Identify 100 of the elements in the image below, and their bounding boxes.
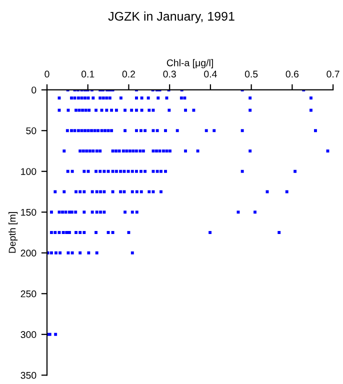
point xyxy=(114,150,118,152)
point xyxy=(164,170,167,173)
point xyxy=(144,170,147,173)
point xyxy=(180,96,183,100)
point xyxy=(106,170,110,173)
point xyxy=(62,150,66,152)
point xyxy=(70,129,73,132)
point xyxy=(95,150,98,152)
y-tick-label: 50 xyxy=(26,127,36,134)
point xyxy=(156,170,159,173)
point xyxy=(88,150,92,152)
point xyxy=(135,170,138,173)
point xyxy=(111,170,114,173)
point xyxy=(278,231,281,234)
point xyxy=(50,231,53,234)
x-tick-label: 0.2 xyxy=(122,70,135,78)
point xyxy=(92,96,95,100)
point xyxy=(135,150,138,152)
point xyxy=(68,231,71,234)
point xyxy=(78,231,82,234)
point xyxy=(99,210,102,214)
point xyxy=(102,96,105,100)
point xyxy=(82,231,86,234)
point xyxy=(135,129,138,132)
y-tick-label: 250 xyxy=(20,290,36,298)
point xyxy=(128,150,132,152)
point xyxy=(73,96,76,100)
point xyxy=(176,129,179,132)
point xyxy=(140,170,142,173)
point xyxy=(156,96,160,100)
point xyxy=(70,251,74,254)
point xyxy=(95,251,98,254)
point xyxy=(54,251,58,254)
x-tick-label: 0.3 xyxy=(163,70,176,78)
point xyxy=(64,210,68,214)
point xyxy=(135,210,138,214)
point xyxy=(132,150,135,152)
point xyxy=(122,150,125,152)
point xyxy=(111,150,114,152)
point xyxy=(50,210,53,214)
point xyxy=(66,170,70,173)
point xyxy=(102,170,106,173)
point xyxy=(84,129,86,132)
point xyxy=(104,129,106,132)
point xyxy=(314,129,317,132)
point xyxy=(84,96,86,100)
point xyxy=(54,231,57,234)
point xyxy=(78,251,82,254)
point xyxy=(70,170,74,173)
x-tick-label: 0 xyxy=(44,70,50,78)
point xyxy=(96,129,100,132)
point xyxy=(82,210,86,214)
point xyxy=(184,150,187,152)
y-tick-label: 350 xyxy=(20,372,36,379)
point xyxy=(240,129,244,132)
x-tick-label: 0.5 xyxy=(244,70,258,78)
point xyxy=(126,170,130,173)
point xyxy=(310,96,312,100)
point xyxy=(294,170,297,173)
point xyxy=(160,170,162,173)
point xyxy=(94,231,98,234)
x-tick-label: 0.7 xyxy=(326,70,340,78)
point xyxy=(87,251,90,254)
point xyxy=(124,129,127,132)
point xyxy=(110,129,114,132)
point xyxy=(54,332,58,336)
point xyxy=(248,150,252,152)
point xyxy=(204,129,208,132)
point xyxy=(61,210,64,214)
point xyxy=(119,170,122,173)
point xyxy=(74,210,78,214)
y-tick-label: 300 xyxy=(20,331,36,338)
point xyxy=(144,129,147,132)
point xyxy=(135,96,138,100)
y-tick-label: 200 xyxy=(20,250,36,257)
point xyxy=(90,129,94,132)
point xyxy=(73,129,76,132)
point xyxy=(82,150,85,152)
y-axis-title: Depth [m] xyxy=(8,212,18,253)
point xyxy=(124,210,127,214)
point xyxy=(62,231,65,234)
point xyxy=(156,129,159,132)
point xyxy=(168,150,172,152)
y-tick-label: 0 xyxy=(32,86,36,94)
point xyxy=(162,150,165,152)
point xyxy=(92,150,95,152)
point xyxy=(102,210,106,214)
x-axis-title: Chl-a [μg/l] xyxy=(166,59,213,68)
x-tick-label: 0.1 xyxy=(81,70,94,78)
point xyxy=(66,129,69,132)
point xyxy=(70,96,73,100)
point xyxy=(106,231,110,234)
point xyxy=(95,210,98,214)
point xyxy=(248,96,252,100)
point xyxy=(212,129,216,132)
point xyxy=(130,251,134,254)
point xyxy=(105,96,108,100)
point xyxy=(164,129,167,132)
point xyxy=(146,96,150,100)
point xyxy=(74,231,78,234)
